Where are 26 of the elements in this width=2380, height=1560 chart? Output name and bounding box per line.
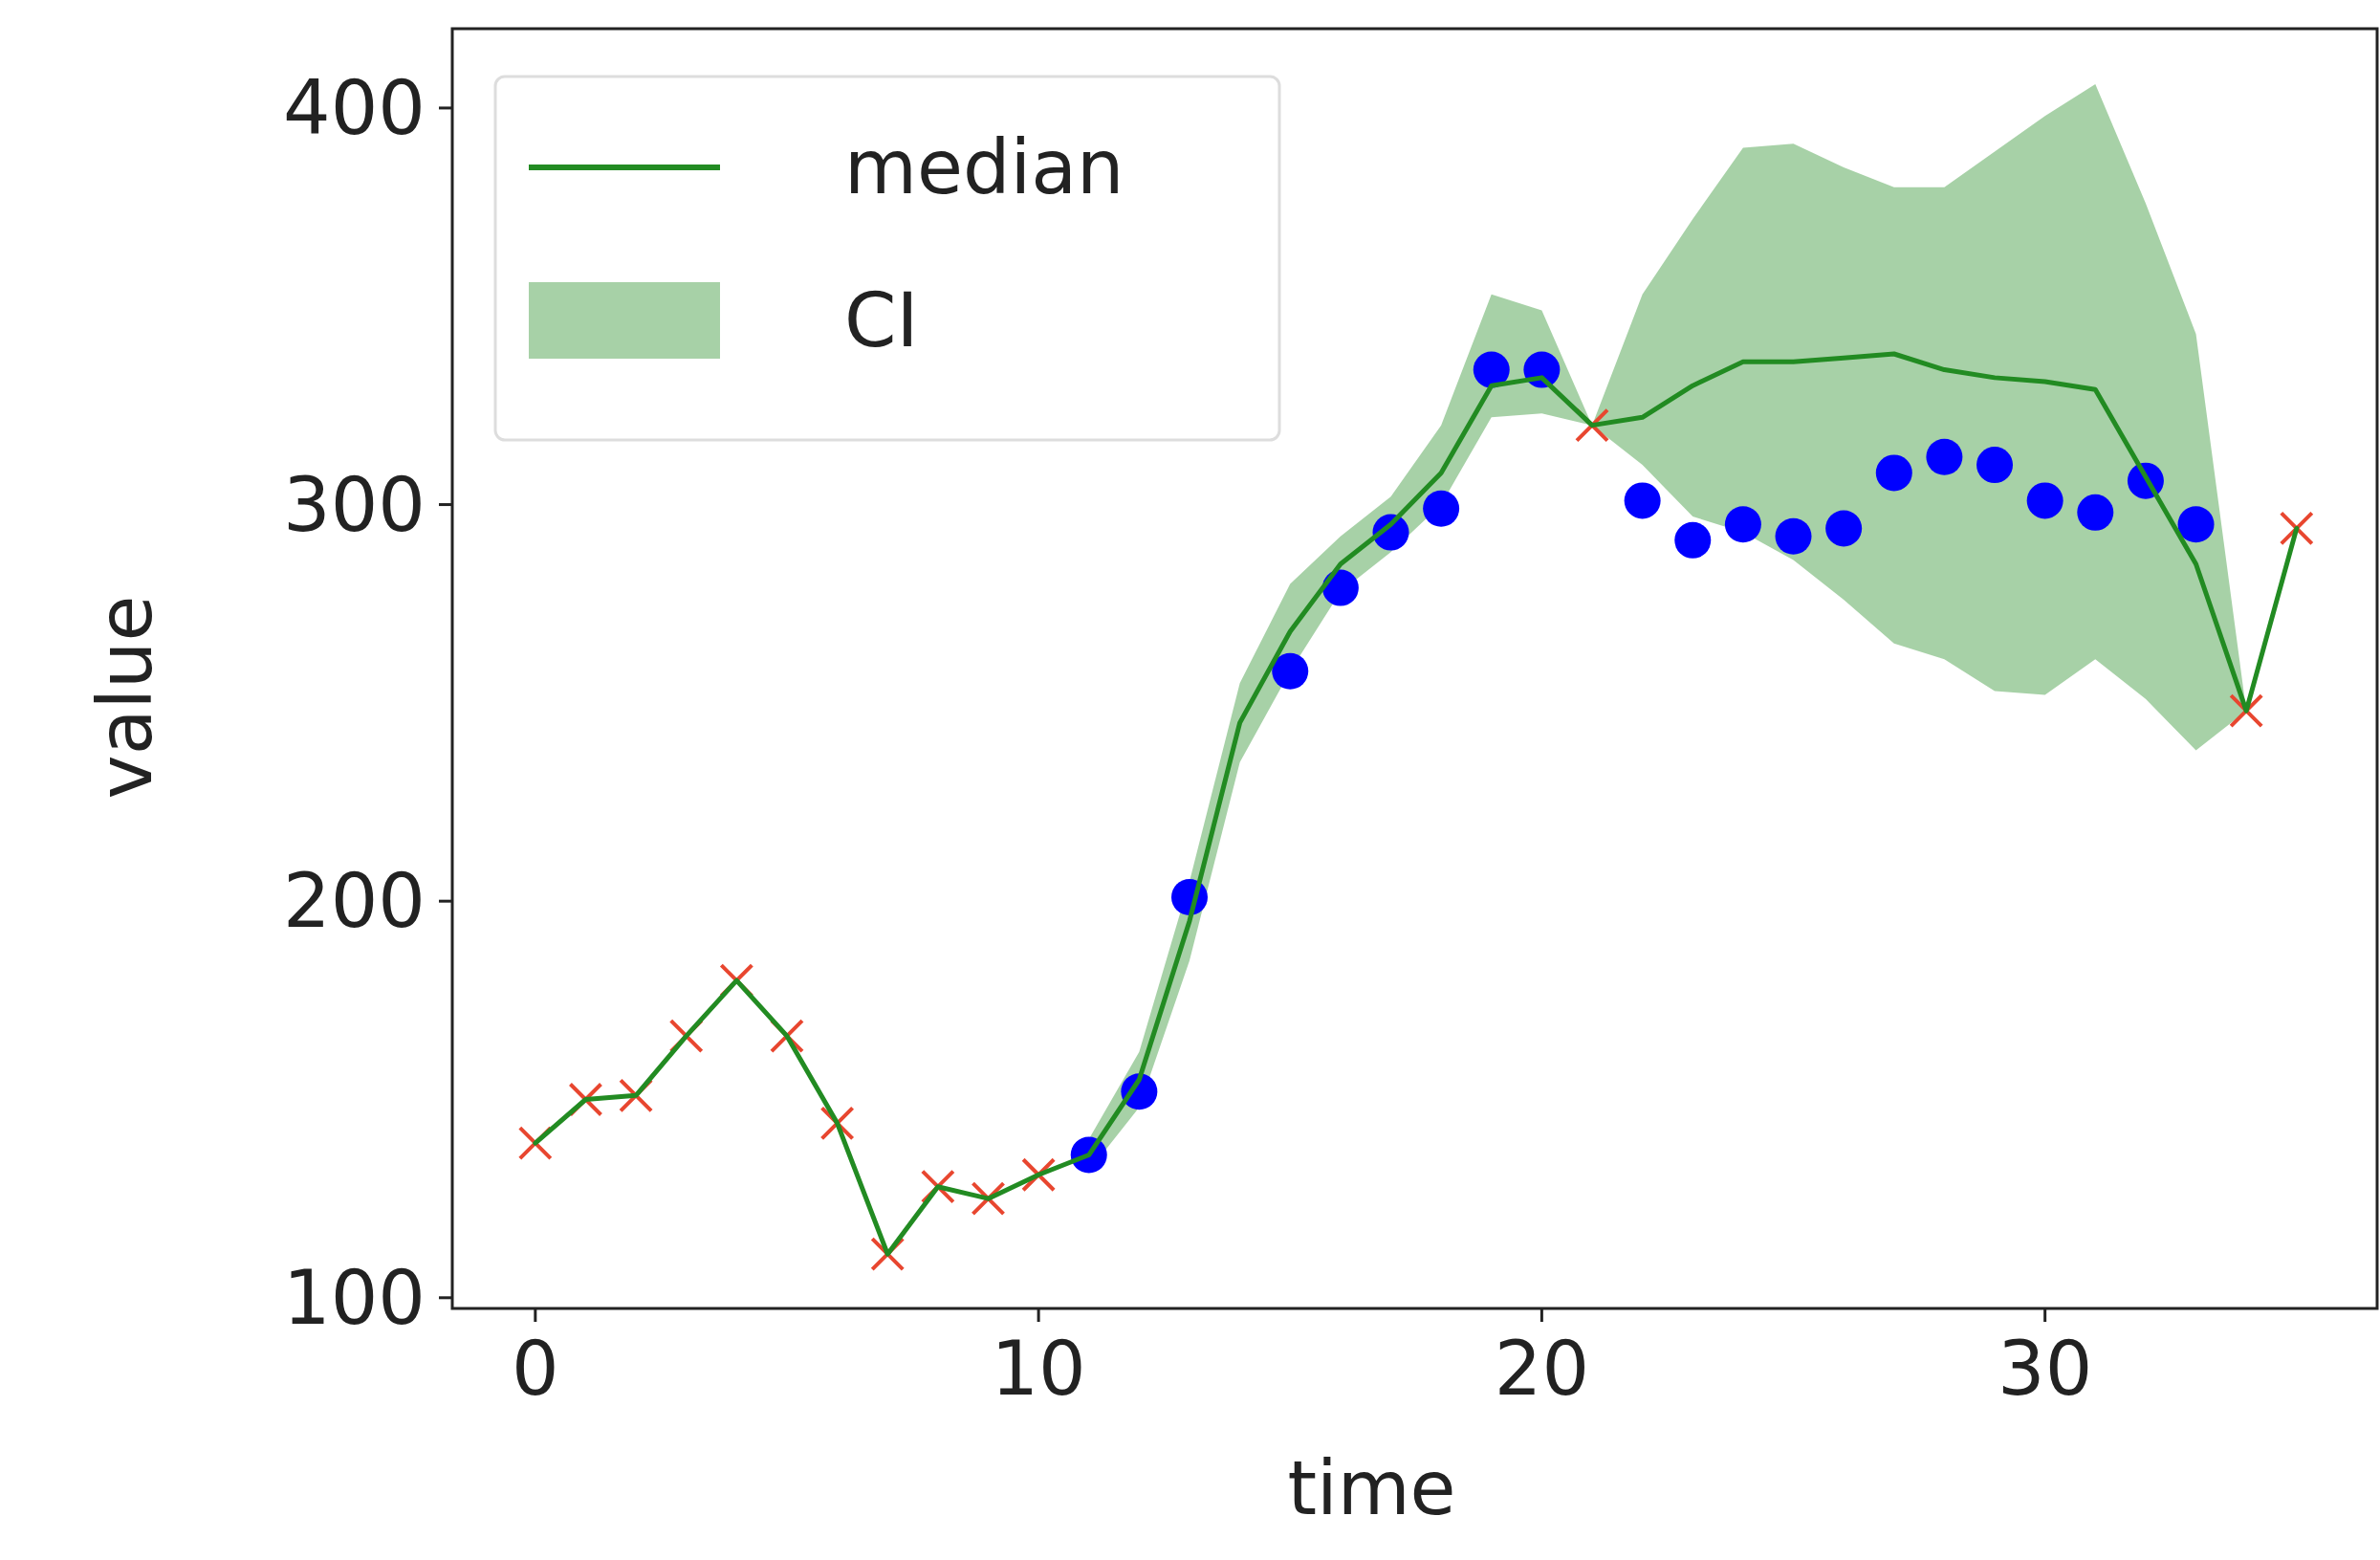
legend-label: median	[844, 124, 1124, 211]
point	[1825, 510, 1863, 547]
y-tick-label: 300	[283, 461, 426, 548]
point	[1624, 482, 1661, 519]
point	[1272, 652, 1309, 690]
x-tick-label: 20	[1494, 1326, 1590, 1412]
point	[1926, 438, 1963, 475]
x-tick-label: 0	[512, 1326, 559, 1412]
point	[2026, 482, 2063, 519]
annotation: CI	[844, 277, 919, 364]
x-tick-label: 10	[991, 1326, 1086, 1412]
y-axis-title: value	[82, 595, 168, 800]
x-tick-label: 30	[1998, 1326, 2093, 1412]
y-tick-label: 200	[283, 858, 426, 945]
point	[1473, 351, 1510, 388]
point	[1423, 490, 1460, 527]
point	[1674, 521, 1712, 559]
point	[1724, 506, 1761, 543]
y-tick-label: 400	[283, 65, 426, 152]
point	[2177, 506, 2215, 543]
x-axis-title: time	[1287, 1445, 1456, 1531]
point	[2077, 494, 2114, 531]
y-tick-label: 100	[283, 1255, 426, 1342]
point	[1875, 454, 1912, 492]
point	[1976, 447, 2014, 484]
point	[1775, 517, 1812, 555]
